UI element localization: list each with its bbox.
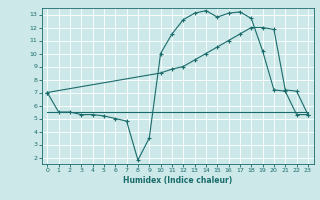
X-axis label: Humidex (Indice chaleur): Humidex (Indice chaleur) <box>123 176 232 185</box>
